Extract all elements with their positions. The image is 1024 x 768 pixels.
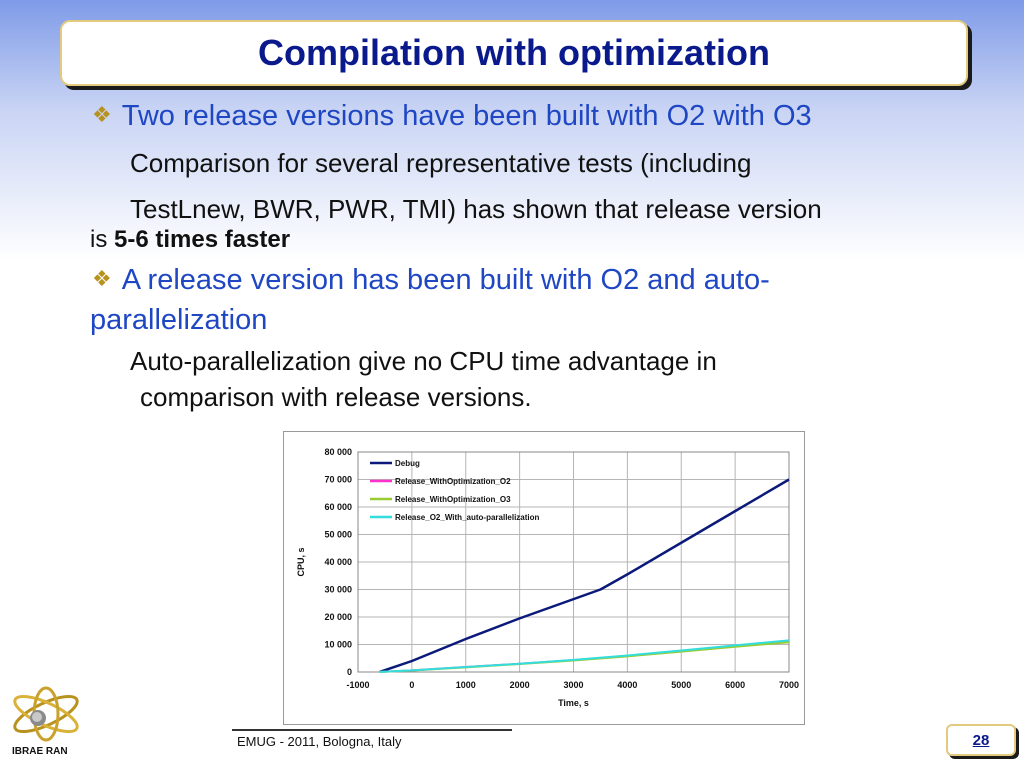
y-tick-label: 0 <box>347 667 352 677</box>
chart-frame: -1000 0 1000 2000 3000 4000 5000 6000 7000 0 10 00… <box>283 431 805 725</box>
ibrae-logo-icon <box>13 686 79 742</box>
footer-divider <box>232 729 512 731</box>
legend-label: Release_WithOptimization_O2 <box>395 477 511 486</box>
x-tick-label: 5000 <box>671 680 691 690</box>
sub-text-2-line-1: Auto-parallelization give no CPU time ad… <box>130 346 717 376</box>
y-tick-label: 10 000 <box>324 640 352 650</box>
x-tick-label: 2000 <box>510 680 530 690</box>
page-number: 28 <box>972 731 990 749</box>
y-axis-label: CPU, s <box>296 547 306 576</box>
footer-text: EMUG - 2011, Bologna, Italy <box>237 734 402 749</box>
x-tick-label: 0 <box>409 680 414 690</box>
sub-text-1-line-3: is 5-6 times faster <box>90 226 290 254</box>
bullet-item-2: ❖ A release version has been built with O… <box>92 264 770 297</box>
y-tick-label: 30 000 <box>324 585 352 595</box>
x-tick-label: -1000 <box>346 680 369 690</box>
y-tick-label: 20 000 <box>324 612 352 622</box>
x-tick-label: 4000 <box>617 680 637 690</box>
x-axis-label: Time, s <box>558 698 589 708</box>
x-tick-label: 1000 <box>456 680 476 690</box>
cpu-time-chart: -1000 0 1000 2000 3000 4000 5000 6000 7000 0 10 00… <box>296 447 799 708</box>
legend-label: Release_WithOptimization_O3 <box>395 495 511 504</box>
x-tick-label: 7000 <box>779 680 799 690</box>
diamond-bullet-icon: ❖ <box>92 102 112 127</box>
y-tick-label: 80 000 <box>324 447 352 457</box>
sub-text-1-prefix: is <box>90 226 114 253</box>
legend-label: Debug <box>395 459 420 468</box>
sub-text-1-line-1: Comparison for several representative te… <box>130 148 752 178</box>
sub-text-2-line-2: comparison with release versions. <box>140 382 532 412</box>
highlight-speedup: 5-6 times faster <box>114 226 291 253</box>
bullet-2-text-line-1: A release version has been built with O2… <box>121 264 770 296</box>
bullet-2-text-line-2: parallelization <box>90 304 268 336</box>
slide-title: Compilation with optimization <box>258 32 770 73</box>
page-number-box: 28 <box>946 724 1016 756</box>
y-tick-label: 40 000 <box>324 557 352 567</box>
x-tick-label: 6000 <box>725 680 745 690</box>
series-line-release-o2-with-auto-parallelization <box>379 639 790 673</box>
slide-title-box: Compilation with optimization <box>60 20 968 86</box>
y-tick-label: 50 000 <box>324 530 352 540</box>
sub-text-1-line-2: TestLnew, BWR, PWR, TMI) has shown that … <box>130 194 822 224</box>
logo-label: IBRAE RAN <box>12 746 68 757</box>
diamond-bullet-icon: ❖ <box>92 266 112 291</box>
x-tick-label: 3000 <box>563 680 583 690</box>
legend-label: Release_O2_With_auto-parallelization <box>395 513 540 522</box>
y-tick-label: 70 000 <box>324 475 352 485</box>
bullet-1-text: Two release versions have been built wit… <box>121 100 812 132</box>
series-line-debug <box>379 478 790 674</box>
plot-area <box>357 451 790 673</box>
y-tick-label: 60 000 <box>324 502 352 512</box>
bullet-item-1: ❖ Two release versions have been built wi… <box>92 100 812 133</box>
